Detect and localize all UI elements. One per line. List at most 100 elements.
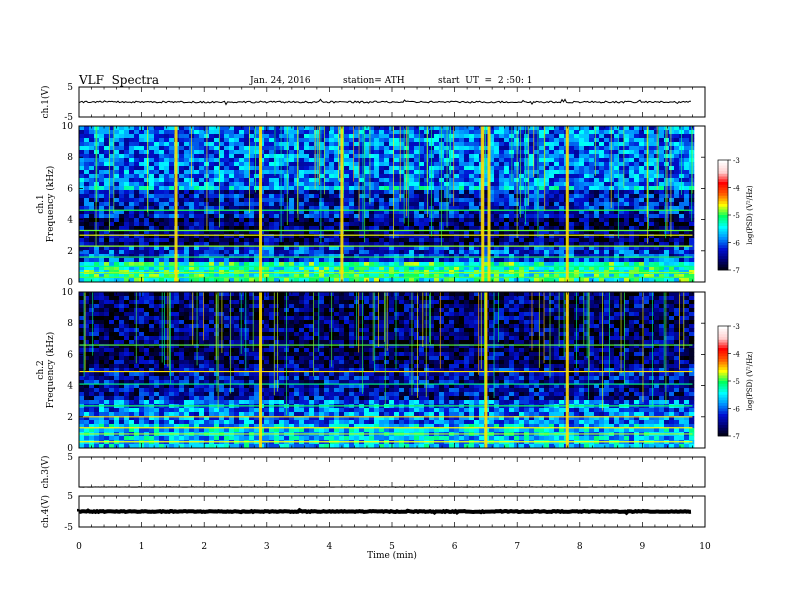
spectrogram-cell	[164, 254, 170, 259]
spectrogram-cell	[569, 178, 575, 183]
spectrogram-cell	[529, 226, 535, 231]
spectrogram-cell	[274, 214, 280, 219]
spectrogram-cell	[154, 150, 160, 155]
spectrogram-cell	[354, 198, 360, 203]
spectrogram-cell	[584, 182, 590, 187]
spectrogram-cell	[279, 250, 285, 255]
spectrogram-cell	[379, 226, 385, 231]
spectrogram-cell	[594, 178, 600, 183]
spectrogram-cell	[584, 134, 590, 139]
spectrogram-cell	[574, 158, 580, 163]
spectrogram-cell	[599, 250, 605, 255]
spectrogram-cell	[424, 170, 430, 175]
spectrogram-cell	[614, 190, 620, 195]
spectrogram-cell	[659, 186, 665, 191]
spectrogram-cell	[654, 258, 660, 263]
spectrogram-cell	[549, 142, 555, 147]
spectrogram-cell	[359, 246, 365, 251]
spectrogram-cell	[294, 190, 300, 195]
spectrogram-cell	[124, 238, 130, 243]
spectrogram-cell	[239, 250, 245, 255]
spectrogram-cell	[244, 198, 250, 203]
spectrogram-cell	[654, 218, 660, 223]
spectrogram-cell	[604, 206, 610, 211]
spectrogram-cell	[329, 210, 335, 215]
spectrogram-cell	[314, 142, 320, 147]
spectrogram-cell	[209, 226, 215, 231]
spectrogram-cell	[619, 150, 625, 155]
spectrogram-cell	[144, 218, 150, 223]
spectrogram-cell	[119, 206, 125, 211]
spectrogram-cell	[229, 218, 235, 223]
spectrogram-cell	[434, 214, 440, 219]
spectrogram-cell	[419, 266, 425, 271]
spectrogram-cell	[589, 266, 595, 271]
spectrogram-cell	[459, 292, 465, 297]
spectrogram-cell	[634, 158, 640, 163]
spectrogram-cell	[504, 218, 510, 223]
spectrogram-cell	[569, 254, 575, 259]
spectrogram-cell	[609, 182, 615, 187]
spectrogram-cell	[584, 214, 590, 219]
spectrogram-cell	[604, 162, 610, 167]
spectrogram-cell	[139, 182, 145, 187]
spectrogram-cell	[104, 178, 110, 183]
spectrogram-cell	[659, 146, 665, 151]
spectrogram-cell	[399, 218, 405, 223]
spectrogram-cell	[114, 130, 120, 135]
spectrogram-cell	[629, 174, 635, 179]
spectrogram-cell	[319, 178, 325, 183]
spectrogram-cell	[659, 246, 665, 251]
spectrogram-cell	[329, 182, 335, 187]
spectrogram-cell	[569, 162, 575, 167]
spectrogram-cell	[144, 178, 150, 183]
spectrogram-cell	[359, 194, 365, 199]
spectrogram-cell	[209, 234, 215, 239]
spectrogram-cell	[489, 234, 495, 239]
spectrogram-cell	[629, 154, 635, 159]
spectrogram-cell	[574, 206, 580, 211]
spectrogram-cell	[539, 146, 545, 151]
spectrogram-cell	[264, 246, 270, 251]
spectrogram-cell	[234, 258, 240, 263]
spectrogram-cell	[334, 230, 340, 235]
spectrogram-cell	[669, 218, 675, 223]
spectrogram-cell	[384, 292, 390, 297]
spectrogram-cell	[589, 126, 595, 131]
spectrogram-cell	[289, 190, 295, 195]
spectrogram-cell	[199, 258, 205, 263]
spectrogram-cell	[509, 210, 515, 215]
spectrogram-cell	[664, 258, 670, 263]
spectrogram-cell	[274, 186, 280, 191]
spectrogram-cell	[284, 186, 290, 191]
spectrogram-cell	[549, 178, 555, 183]
spectrogram-cell	[514, 182, 520, 187]
spectrogram-cell	[444, 174, 450, 179]
spectrogram-cell	[374, 190, 380, 195]
spectrogram-cell	[379, 162, 385, 167]
spectrogram-cell	[159, 218, 165, 223]
spectrogram-cell	[444, 278, 450, 283]
spectrogram-cell	[444, 194, 450, 199]
spectrogram-cell	[649, 182, 655, 187]
spectrogram-cell	[599, 274, 605, 279]
spectrogram-cell	[359, 222, 365, 227]
spectrogram-cell	[469, 198, 475, 203]
spectrogram-cell	[264, 210, 270, 215]
spectrogram-cell	[669, 142, 675, 147]
spectrogram-cell	[594, 138, 600, 143]
spectrogram-cell	[404, 274, 410, 279]
spectrogram-cell	[639, 194, 645, 199]
spectrogram-cell	[674, 262, 680, 267]
spectrogram-cell	[504, 250, 510, 255]
spectrogram-cell	[134, 194, 140, 199]
spectrogram-cell	[159, 150, 165, 155]
spectrogram-cell	[124, 170, 130, 175]
spectrogram-cell	[464, 126, 470, 131]
spectrogram-cell	[419, 292, 425, 297]
spectrogram-cell	[649, 170, 655, 175]
spectrogram-cell	[139, 178, 145, 183]
spectrogram-cell	[439, 254, 445, 259]
spectrogram-cell	[274, 266, 280, 271]
spectrogram-cell	[439, 266, 445, 271]
